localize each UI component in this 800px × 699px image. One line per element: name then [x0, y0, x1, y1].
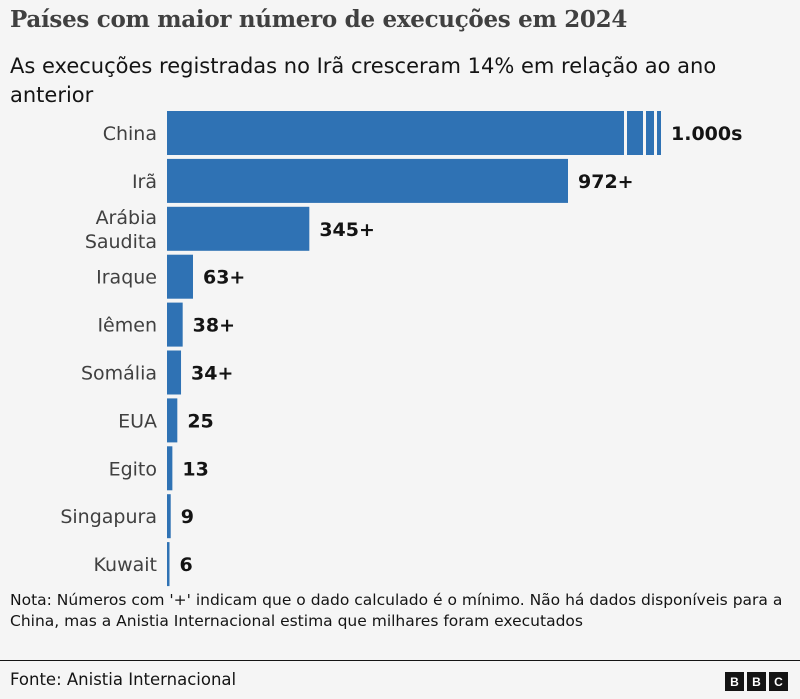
bar	[167, 302, 183, 347]
category-label: Arábia	[96, 207, 157, 229]
data-label: 38+	[193, 315, 235, 337]
data-label: 1.000s	[671, 123, 742, 145]
bar	[167, 350, 182, 395]
data-label: 34+	[191, 363, 233, 385]
category-label: Somália	[81, 363, 157, 385]
chart-title: Países com maior número de execuções em …	[10, 6, 628, 33]
bar	[167, 254, 193, 299]
bar	[167, 158, 568, 203]
category-label: Iraque	[96, 267, 157, 289]
category-label: Egito	[109, 458, 157, 480]
category-label: EUA	[118, 410, 157, 432]
data-label: 345+	[319, 219, 375, 241]
data-label: 63+	[203, 267, 245, 289]
data-label: 13	[182, 458, 208, 480]
logo-letter: B	[747, 672, 766, 691]
category-label: Irã	[132, 171, 157, 193]
category-label: Singapura	[60, 506, 157, 528]
category-label: Kuwait	[94, 554, 157, 576]
bbc-logo: B B C	[725, 672, 788, 691]
bar	[167, 446, 173, 491]
divider	[0, 660, 800, 661]
bar-segment	[646, 111, 654, 155]
bar-segment	[657, 111, 661, 155]
logo-letter: B	[725, 672, 744, 691]
data-label: 25	[187, 410, 213, 432]
data-label: 6	[180, 554, 193, 576]
bar	[167, 398, 178, 443]
bar-segment	[167, 111, 624, 155]
chart-note: Nota: Números com '+' indicam que o dado…	[10, 591, 783, 630]
bar	[167, 206, 310, 251]
data-label: 972+	[578, 171, 634, 193]
category-label: Iêmen	[97, 315, 157, 337]
category-label: Saudita	[85, 231, 157, 253]
chart-subtitle: As execuções registradas no Irã crescera…	[10, 54, 717, 107]
bar	[167, 494, 171, 539]
logo-letter: C	[769, 672, 788, 691]
bar	[167, 542, 170, 587]
bar-segment	[627, 111, 643, 155]
data-label: 9	[181, 506, 194, 528]
source: Fonte: Anistia Internacional	[10, 670, 237, 689]
category-label: China	[103, 123, 157, 145]
